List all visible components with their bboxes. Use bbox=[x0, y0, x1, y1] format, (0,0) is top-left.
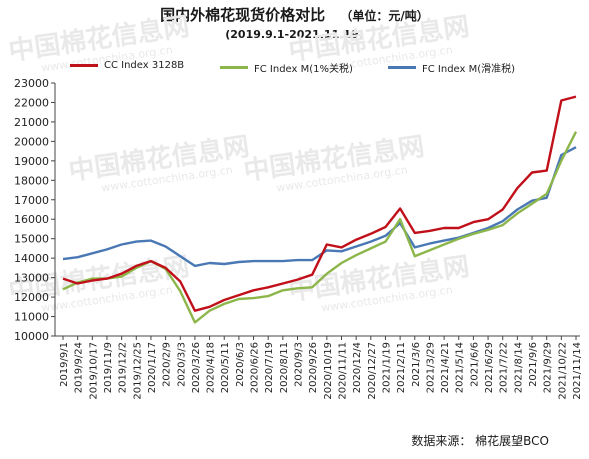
legend: CC Index 3128B FC Index M(1%关税) FC Index… bbox=[70, 60, 580, 75]
x-tick-label: 2019/10/17 bbox=[88, 342, 99, 400]
chart-unit: （单位：元/吨） bbox=[340, 9, 429, 23]
y-tick-label: 18000 bbox=[14, 174, 49, 187]
x-tick-label: 2020/4/18 bbox=[206, 342, 217, 393]
x-tick-label: 2021/11/14 bbox=[572, 342, 583, 400]
legend-swatch-fc-sliding bbox=[388, 66, 416, 69]
legend-item-cc: CC Index 3128B bbox=[70, 60, 184, 71]
legend-label-fc-sliding: FC Index M(滑准税) bbox=[422, 64, 516, 75]
y-tick-label: 19000 bbox=[14, 155, 49, 168]
x-tick-label: 2020/8/11 bbox=[279, 342, 290, 393]
x-tick-label: 2020/12/27 bbox=[367, 342, 378, 400]
chart-title-text: 国内外棉花现货价格对比 bbox=[160, 6, 326, 24]
x-tick-label: 2020/10/19 bbox=[323, 342, 334, 400]
x-tick-label: 2021/6/6 bbox=[469, 342, 480, 387]
x-tick-label: 2020/7/19 bbox=[264, 342, 275, 393]
x-tick-label: 2020/6/26 bbox=[250, 342, 261, 393]
x-tick-label: 2021/2/11 bbox=[396, 342, 407, 393]
y-tick-label: 16000 bbox=[14, 213, 49, 226]
x-tick-label: 2021/7/22 bbox=[499, 342, 510, 393]
x-tick-label: 2021/4/21 bbox=[440, 342, 451, 393]
x-tick-label: 2020/5/11 bbox=[220, 342, 231, 393]
x-tick-label: 2021/9/29 bbox=[543, 342, 554, 393]
y-tick-label: 10000 bbox=[14, 330, 49, 343]
x-tick-label: 2020/9/26 bbox=[308, 342, 319, 393]
x-tick-label: 2021/8/14 bbox=[513, 342, 524, 393]
axes: 10000 11000 12000 13000 14000 15000 16000 17000… bbox=[14, 77, 583, 400]
legend-item-fc-1pct: FC Index M(1%关税) bbox=[220, 60, 353, 75]
y-tick-label: 17000 bbox=[14, 194, 49, 207]
y-tick-label: 15000 bbox=[14, 233, 49, 246]
x-tick-label: 2020/3/26 bbox=[191, 342, 202, 393]
x-tick-label: 2020/2/9 bbox=[162, 342, 173, 387]
x-tick-label: 2021/5/14 bbox=[455, 342, 466, 393]
y-tick-label: 13000 bbox=[14, 272, 49, 285]
legend-label-cc: CC Index 3128B bbox=[104, 60, 185, 71]
y-tick-label: 11000 bbox=[14, 311, 49, 324]
y-tick-label: 14000 bbox=[14, 252, 49, 265]
y-tick-label: 12000 bbox=[14, 291, 49, 304]
x-tick-label: 2021/9/6 bbox=[528, 342, 539, 387]
legend-swatch-fc-1pct bbox=[220, 66, 248, 69]
data-source: 数据来源： 棉花展望BCO bbox=[411, 434, 549, 448]
chart-title: 国内外棉花现货价格对比 （单位：元/吨） bbox=[0, 4, 589, 25]
x-tick-label: 2021/10/22 bbox=[557, 342, 568, 400]
y-tick-label: 23000 bbox=[14, 77, 49, 90]
y-tick-label: 22000 bbox=[14, 96, 49, 109]
x-tick-label: 2020/9/3 bbox=[294, 342, 305, 387]
x-tick-label: 2020/1/17 bbox=[147, 342, 158, 393]
y-tick-label: 21000 bbox=[14, 116, 49, 129]
x-tick-label: 2020/12/4 bbox=[352, 342, 363, 393]
x-tick-label: 2019/9/24 bbox=[74, 342, 85, 393]
chart-subtitle: (2019.9.1-2021.11.19) bbox=[225, 28, 364, 41]
x-tick-label: 2019/9/1 bbox=[59, 342, 70, 387]
x-tick-label: 2020/6/3 bbox=[235, 342, 246, 387]
y-tick-label: 20000 bbox=[14, 135, 49, 148]
x-tick-label: 2021/3/6 bbox=[411, 342, 422, 387]
x-tick-label: 2021/6/29 bbox=[484, 342, 495, 393]
x-tick-label: 2019/12/2 bbox=[118, 342, 129, 393]
x-tick-label: 2019/12/25 bbox=[132, 342, 143, 400]
legend-label-fc-1pct: FC Index M(1%关税) bbox=[254, 64, 353, 75]
legend-item-fc-sliding: FC Index M(滑准税) bbox=[388, 60, 515, 75]
x-tick-label: 2021/1/19 bbox=[381, 342, 392, 393]
series-layer bbox=[62, 95, 578, 324]
x-tick-label: 2021/3/29 bbox=[425, 342, 436, 393]
x-tick-label: 2020/11/11 bbox=[337, 342, 348, 400]
series-fc-index-sliding bbox=[62, 146, 577, 268]
legend-swatch-cc bbox=[70, 64, 98, 67]
x-tick-label: 2020/3/3 bbox=[176, 342, 187, 387]
series-cc-index bbox=[62, 95, 577, 312]
x-tick-label: 2019/11/9 bbox=[103, 342, 114, 393]
